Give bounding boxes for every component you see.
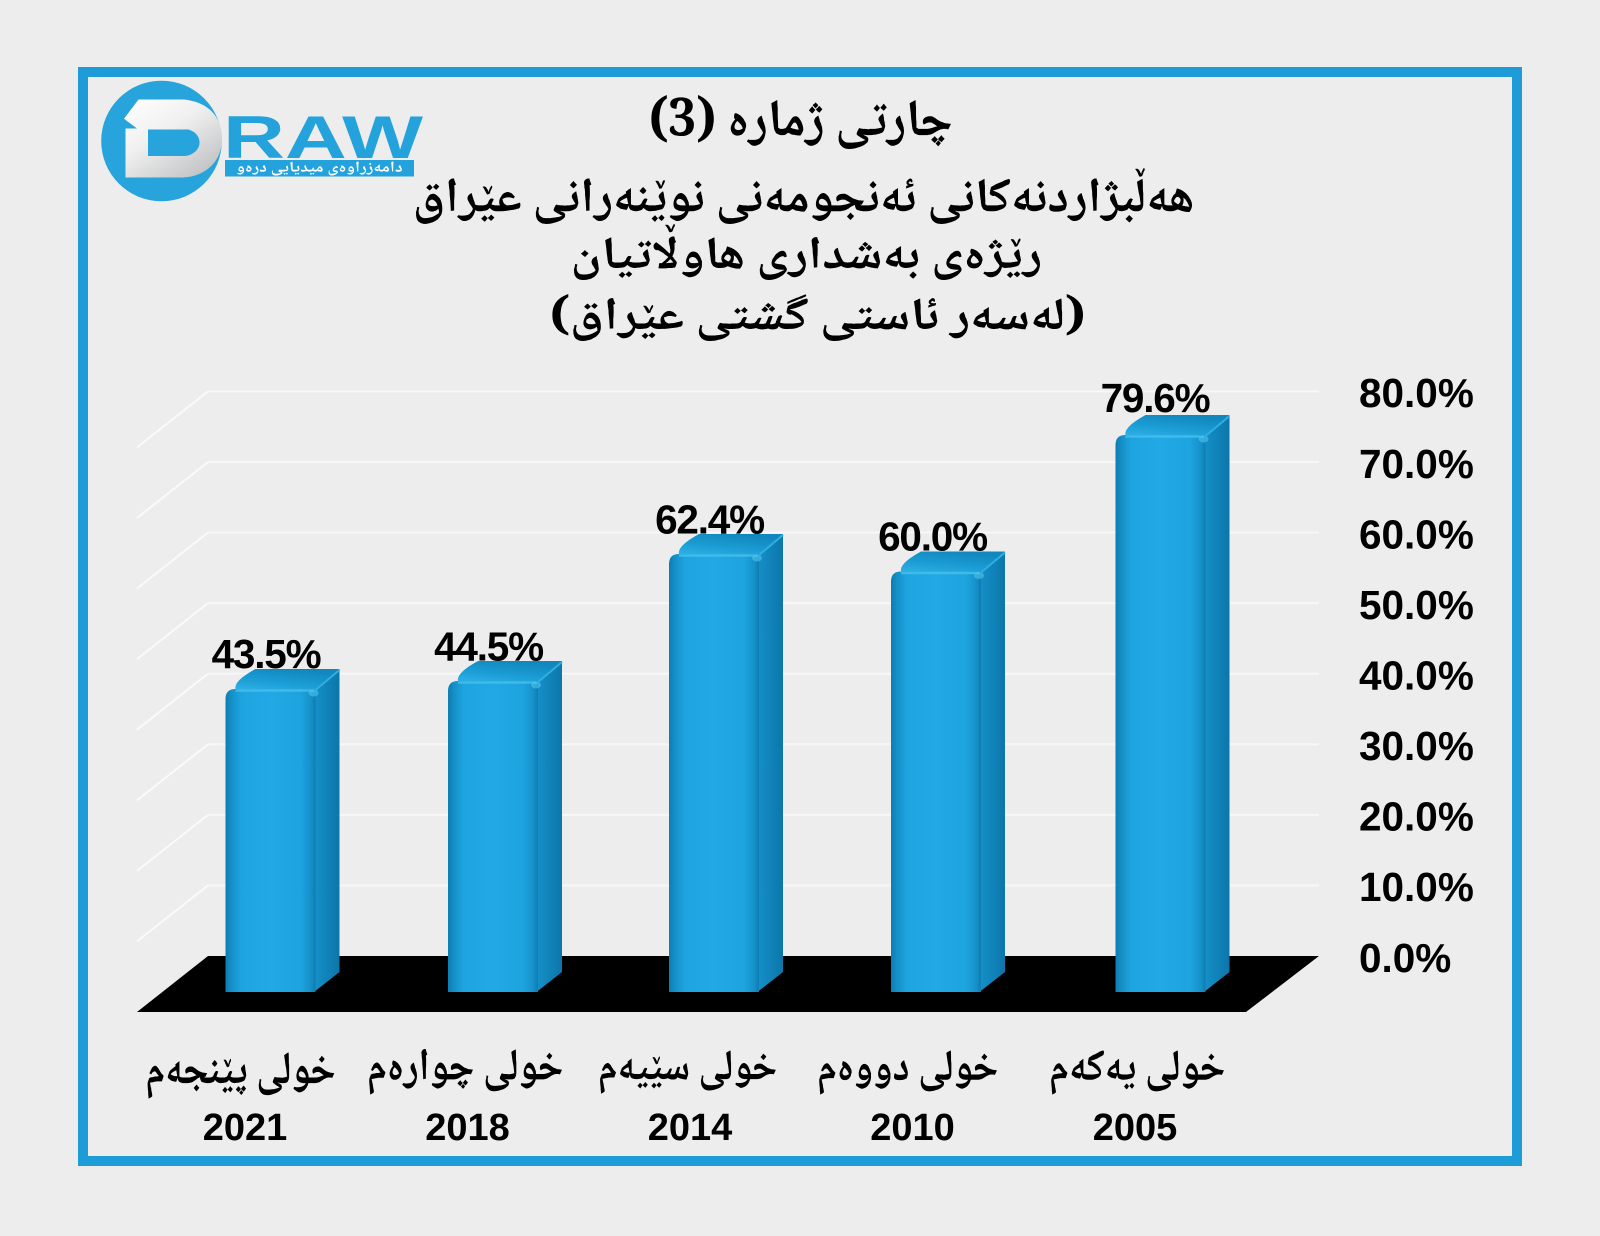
svg-text:43.5%: 43.5% bbox=[212, 631, 321, 677]
svg-text:60.0%: 60.0% bbox=[1359, 511, 1474, 557]
svg-text:0.0%: 0.0% bbox=[1359, 935, 1451, 981]
svg-text:2014: 2014 bbox=[648, 1107, 733, 1149]
svg-text:62.4%: 62.4% bbox=[655, 497, 764, 543]
svg-text:50.0%: 50.0% bbox=[1359, 582, 1474, 628]
svg-text:60.0%: 60.0% bbox=[878, 514, 987, 560]
svg-text:30.0%: 30.0% bbox=[1359, 723, 1474, 769]
svg-text:2005: 2005 bbox=[1093, 1107, 1178, 1149]
svg-text:40.0%: 40.0% bbox=[1359, 653, 1474, 699]
svg-text:70.0%: 70.0% bbox=[1359, 441, 1474, 487]
svg-text:10.0%: 10.0% bbox=[1359, 864, 1474, 910]
svg-text:RAW: RAW bbox=[223, 104, 424, 171]
svg-text:2021: 2021 bbox=[203, 1107, 288, 1149]
svg-text:20.0%: 20.0% bbox=[1359, 794, 1474, 840]
svg-text:2010: 2010 bbox=[870, 1107, 955, 1149]
svg-text:2018: 2018 bbox=[425, 1107, 510, 1149]
svg-text:44.5%: 44.5% bbox=[434, 624, 543, 670]
svg-text:80.0%: 80.0% bbox=[1359, 370, 1474, 416]
svg-text:79.6%: 79.6% bbox=[1101, 375, 1210, 421]
